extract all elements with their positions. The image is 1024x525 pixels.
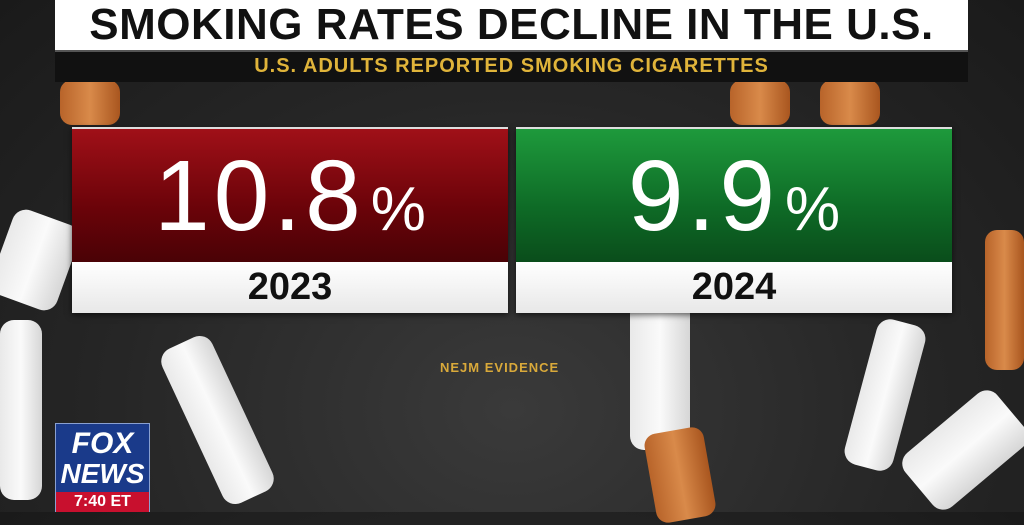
logo-text: NEWS — [60, 458, 145, 489]
cigarette-filter — [642, 425, 718, 525]
cigarette-filter — [820, 80, 880, 125]
subtitle: U.S. ADULTS REPORTED SMOKING CIGARETTES — [55, 50, 968, 82]
stat-year: 2023 — [72, 262, 508, 313]
cigarette — [896, 384, 1024, 516]
source: NEJM EVIDENCE — [440, 360, 560, 375]
cigarette — [630, 300, 690, 450]
stat-year: 2024 — [516, 262, 952, 313]
cigarette-filter — [730, 80, 790, 125]
stat-panel: 9.9% — [516, 127, 952, 262]
stat-number: 9.9 — [627, 140, 779, 252]
clock: 7:40 ET — [56, 492, 149, 512]
cigarette-filter — [985, 230, 1024, 370]
network-logo: FOX NEWS 7:40 ET — [55, 423, 150, 512]
stat-unit: % — [784, 175, 841, 244]
cigarette — [156, 331, 279, 509]
stat-unit: % — [370, 175, 426, 244]
stat-panel: 10.8% — [72, 127, 508, 262]
cigarette — [0, 320, 42, 500]
stat-card: 10.8% 2023 — [72, 127, 508, 313]
logo-text: FOX — [71, 427, 134, 460]
cigarette — [0, 205, 84, 315]
stat-card: 9.9% 2024 — [516, 127, 952, 313]
title: SMOKING RATES DECLINE IN THE U.S. — [55, 0, 968, 50]
stat-number: 10.8 — [154, 140, 365, 252]
cigarette-filter — [60, 80, 120, 125]
